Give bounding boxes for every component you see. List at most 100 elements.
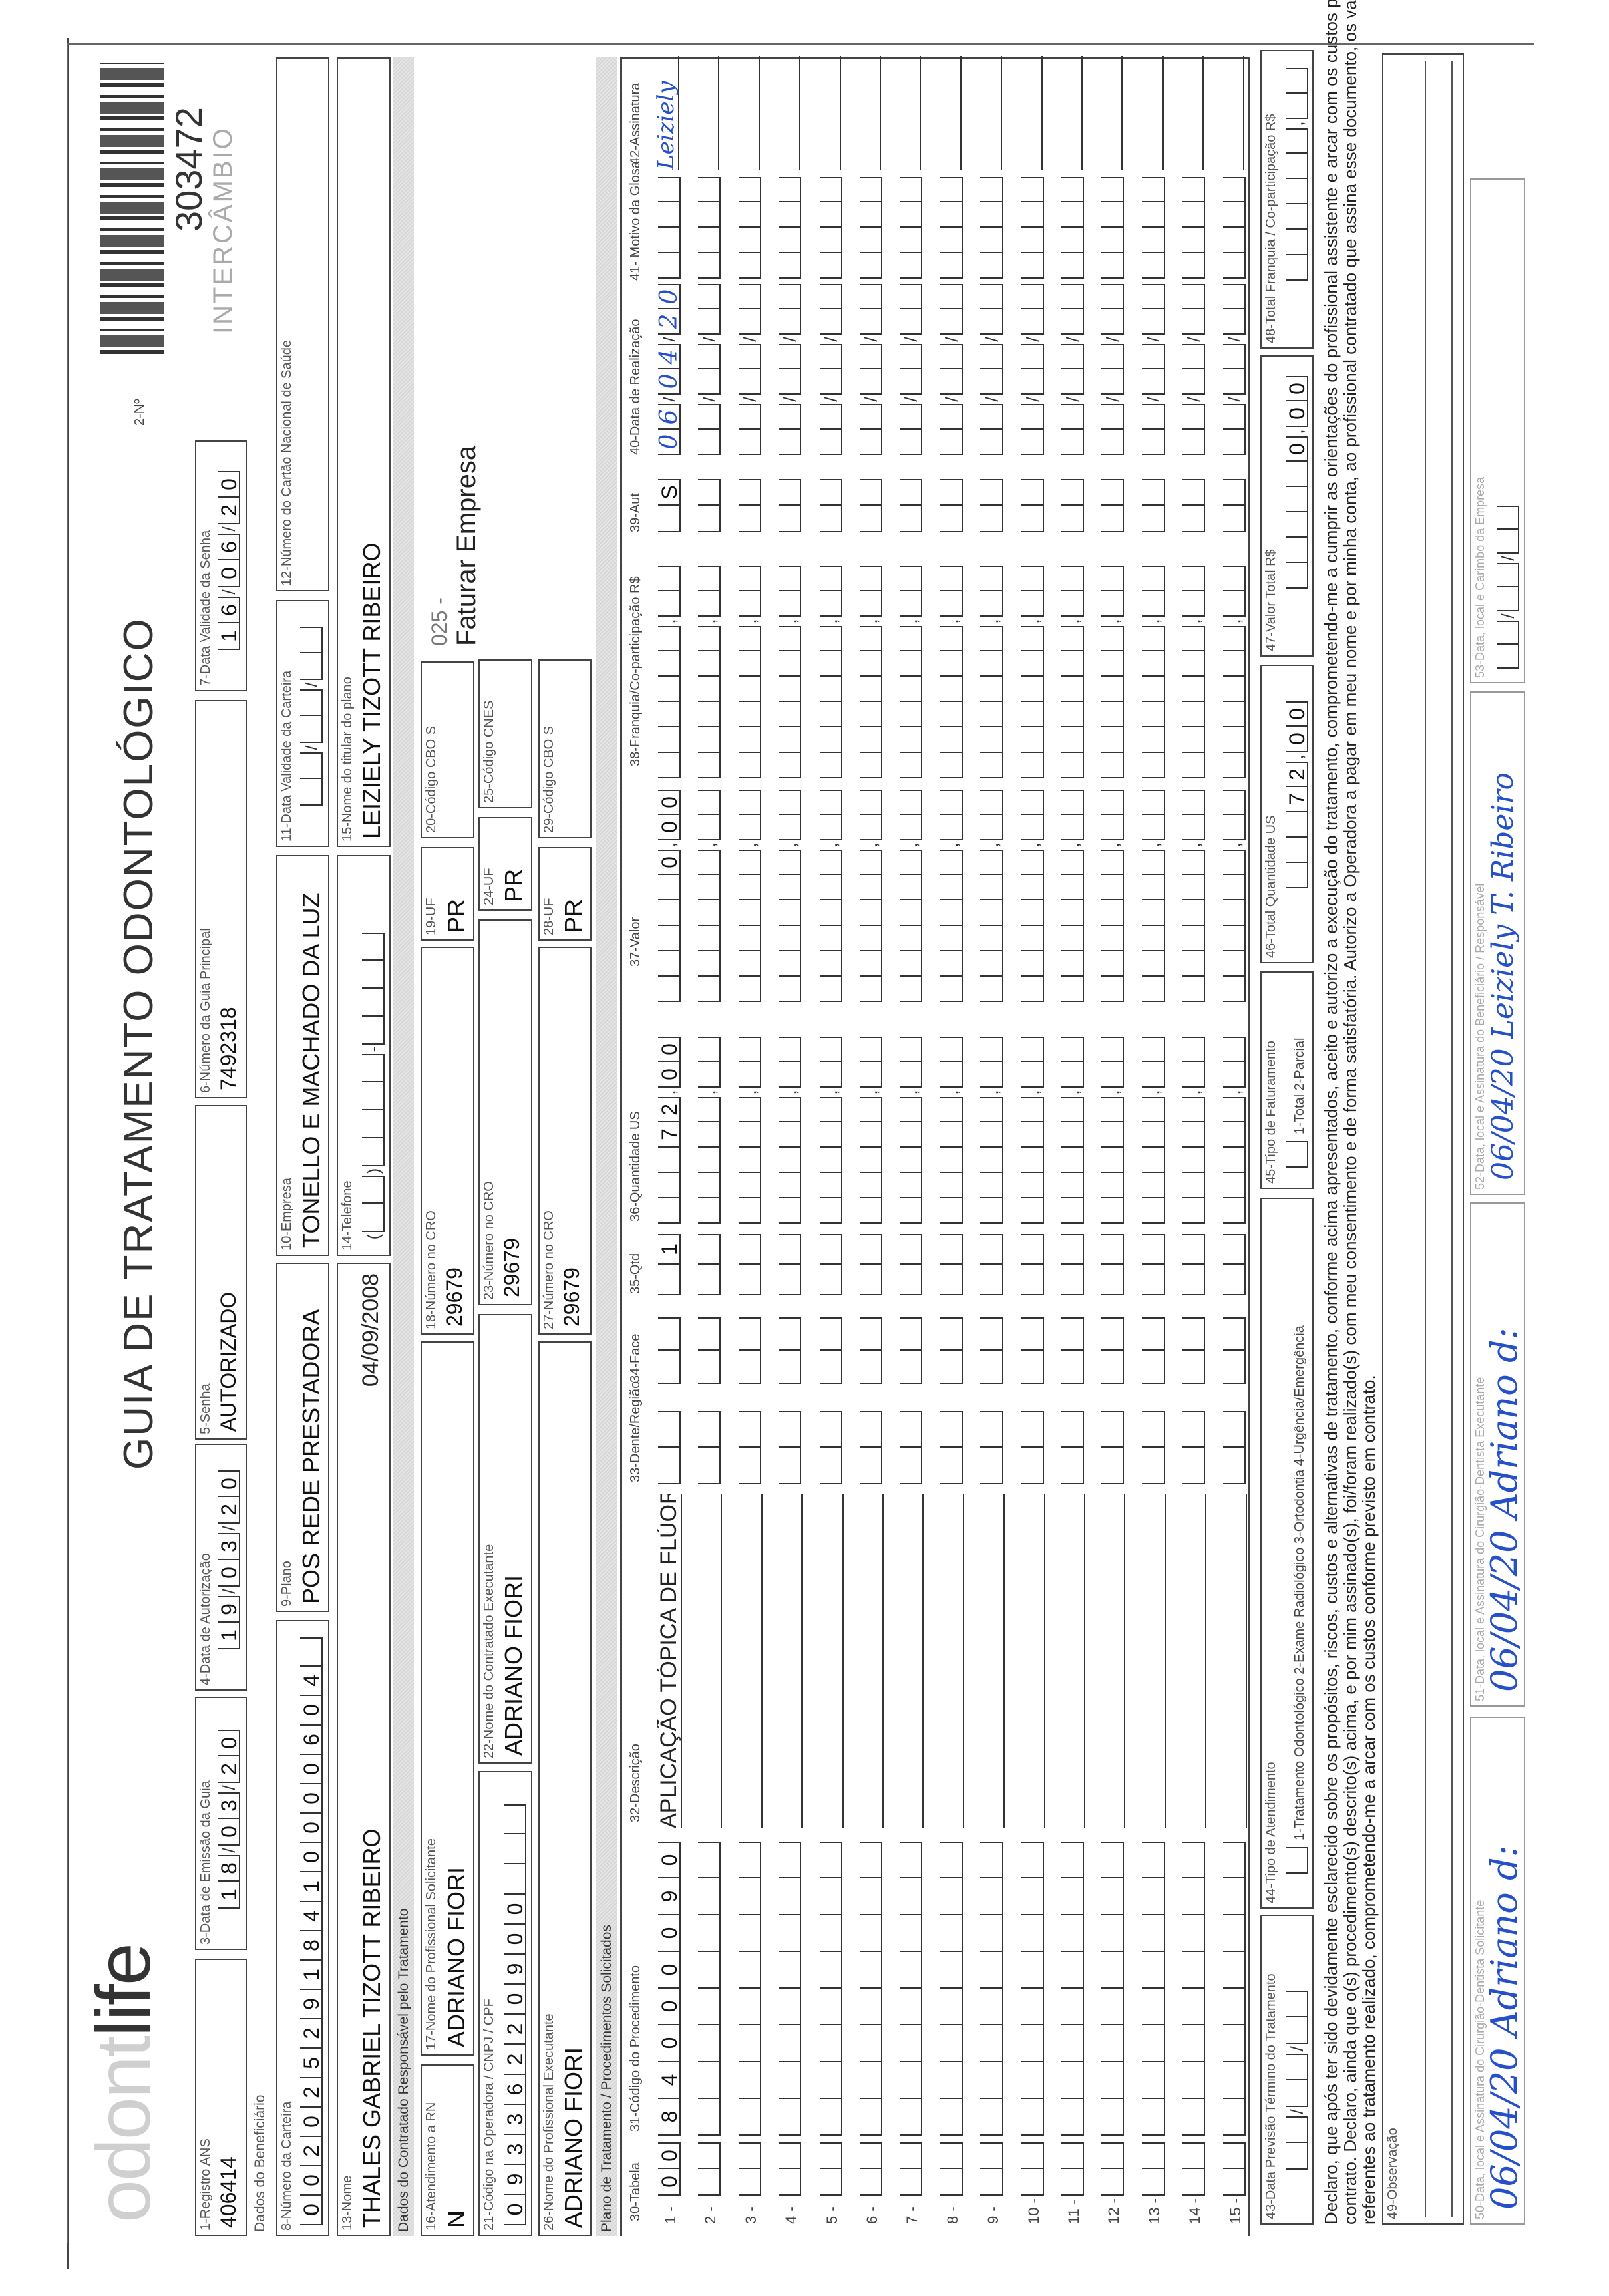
date-cells[interactable]: 1 9/0 3/2 0 bbox=[217, 1470, 241, 1649]
signature-field[interactable] bbox=[1217, 56, 1244, 170]
signature-field[interactable] bbox=[854, 56, 881, 170]
copay-cells[interactable]: , bbox=[980, 566, 1004, 778]
signature-field[interactable] bbox=[934, 56, 962, 170]
gloss-cells[interactable] bbox=[1101, 177, 1125, 279]
qty-us-cells[interactable]: , bbox=[1061, 1037, 1084, 1224]
qty-us-cells[interactable]: , bbox=[738, 1037, 761, 1224]
realization-date-cells[interactable]: / / bbox=[738, 284, 761, 455]
realization-date-cells[interactable]: / / bbox=[980, 284, 1004, 455]
realization-date-cells[interactable]: / / bbox=[860, 284, 882, 455]
realization-date-cells[interactable]: / / bbox=[1182, 284, 1206, 455]
description-field[interactable]: APLICAÇÃO TÓPICA DE FLÚOR bbox=[657, 1494, 682, 1828]
value-cells[interactable]: , bbox=[980, 790, 1004, 1002]
tooth-cells[interactable] bbox=[1141, 1411, 1165, 1484]
signature-requesting-dentist[interactable]: 50-Data, local e Assinatura do Cirurgião… bbox=[1470, 1717, 1526, 2225]
procedure-code-cells[interactable] bbox=[900, 1842, 923, 2136]
realization-date-cells[interactable]: / / bbox=[698, 284, 721, 455]
value-cells[interactable]: , bbox=[779, 790, 802, 1002]
value-cells[interactable]: , bbox=[900, 790, 923, 1002]
face-cells[interactable] bbox=[1182, 1317, 1206, 1384]
table-cells[interactable] bbox=[940, 2142, 963, 2196]
face-cells[interactable] bbox=[860, 1317, 882, 1384]
copay-cells[interactable]: , bbox=[1222, 566, 1246, 778]
qty-cells[interactable] bbox=[1222, 1234, 1246, 1295]
tooth-cells[interactable] bbox=[698, 1411, 721, 1484]
qty-cells[interactable] bbox=[1182, 1234, 1206, 1295]
qty-us-cells[interactable]: , bbox=[1021, 1037, 1044, 1224]
gloss-cells[interactable] bbox=[900, 177, 923, 279]
tooth-cells[interactable] bbox=[980, 1411, 1004, 1484]
qty-cells[interactable] bbox=[940, 1234, 963, 1295]
face-cells[interactable] bbox=[1021, 1317, 1044, 1384]
qty-us-cells[interactable]: , bbox=[860, 1037, 882, 1224]
gloss-cells[interactable] bbox=[658, 177, 681, 279]
procedure-code-cells[interactable] bbox=[940, 1842, 963, 2136]
value-cells[interactable]: , bbox=[940, 790, 963, 1002]
description-field[interactable] bbox=[979, 1494, 1005, 1828]
realization-date-cells[interactable]: 0 6/0 4/2 0 bbox=[655, 284, 683, 455]
qty-us-cells[interactable]: , bbox=[819, 1037, 842, 1224]
gloss-cells[interactable] bbox=[779, 177, 802, 279]
procedure-code-cells[interactable] bbox=[1182, 1842, 1206, 2136]
signature-field[interactable] bbox=[1136, 56, 1164, 170]
table-cells[interactable] bbox=[1021, 2142, 1044, 2196]
qty-us-cells[interactable]: , bbox=[1101, 1037, 1125, 1224]
procedure-code-cells[interactable] bbox=[819, 1842, 842, 2136]
date-cells[interactable]: 1 6/0 6/2 0 bbox=[217, 471, 241, 650]
auth-cells[interactable] bbox=[1021, 479, 1044, 532]
face-cells[interactable] bbox=[1222, 1317, 1246, 1384]
qty-cells[interactable] bbox=[738, 1234, 761, 1295]
signature-field[interactable] bbox=[894, 56, 922, 170]
tooth-cells[interactable] bbox=[1222, 1411, 1246, 1484]
realization-date-cells[interactable]: / / bbox=[1141, 284, 1165, 455]
table-cells[interactable] bbox=[779, 2142, 802, 2196]
signature-field[interactable] bbox=[1177, 56, 1204, 170]
value-cells[interactable]: , bbox=[1021, 790, 1044, 1002]
description-field[interactable] bbox=[938, 1494, 964, 1828]
auth-cells[interactable] bbox=[940, 479, 963, 532]
signature-field[interactable]: Leiziely bbox=[653, 56, 679, 170]
field-observation[interactable]: 49-Observação bbox=[1382, 53, 1464, 2225]
gloss-cells[interactable] bbox=[940, 177, 963, 279]
copay-cells[interactable]: , bbox=[819, 566, 842, 778]
tooth-cells[interactable] bbox=[738, 1411, 761, 1484]
qty-cells[interactable] bbox=[779, 1234, 802, 1295]
value-cells[interactable]: , bbox=[738, 790, 761, 1002]
value-cells[interactable]: , bbox=[1182, 790, 1206, 1002]
signature-beneficiary[interactable]: 52-Data, local e Assinatura do Beneficiá… bbox=[1470, 691, 1525, 1195]
description-field[interactable] bbox=[737, 1494, 763, 1828]
auth-cells[interactable] bbox=[900, 479, 923, 532]
face-cells[interactable] bbox=[779, 1317, 802, 1384]
signature-field[interactable] bbox=[773, 56, 801, 170]
face-cells[interactable] bbox=[980, 1317, 1004, 1384]
tooth-cells[interactable] bbox=[1101, 1411, 1125, 1484]
copay-cells[interactable]: , bbox=[738, 566, 761, 778]
description-field[interactable] bbox=[777, 1494, 803, 1828]
gloss-cells[interactable] bbox=[860, 177, 882, 279]
qty-cells[interactable] bbox=[980, 1234, 1004, 1295]
value-cells[interactable]: , bbox=[1101, 790, 1125, 1002]
procedure-code-cells[interactable] bbox=[779, 1842, 802, 2136]
qty-us-cells[interactable]: , bbox=[779, 1037, 802, 1224]
procedure-code-cells[interactable] bbox=[980, 1842, 1004, 2136]
qty-cells[interactable]: 1 bbox=[657, 1234, 681, 1295]
auth-cells[interactable] bbox=[738, 479, 761, 532]
auth-cells[interactable] bbox=[1182, 479, 1206, 532]
qty-cells[interactable] bbox=[900, 1234, 923, 1295]
value-cells[interactable]: , bbox=[1222, 790, 1246, 1002]
table-cells[interactable] bbox=[819, 2142, 842, 2196]
qty-cells[interactable] bbox=[819, 1234, 842, 1295]
gloss-cells[interactable] bbox=[738, 177, 761, 279]
procedure-code-cells[interactable] bbox=[1222, 1842, 1246, 2136]
face-cells[interactable] bbox=[940, 1317, 963, 1384]
gloss-cells[interactable] bbox=[698, 177, 721, 279]
auth-cells[interactable] bbox=[1061, 479, 1084, 532]
realization-date-cells[interactable]: / / bbox=[1222, 284, 1246, 455]
qty-us-cells[interactable]: , bbox=[1141, 1037, 1165, 1224]
procedure-code-cells[interactable] bbox=[1061, 1842, 1084, 2136]
tooth-cells[interactable] bbox=[819, 1411, 842, 1484]
